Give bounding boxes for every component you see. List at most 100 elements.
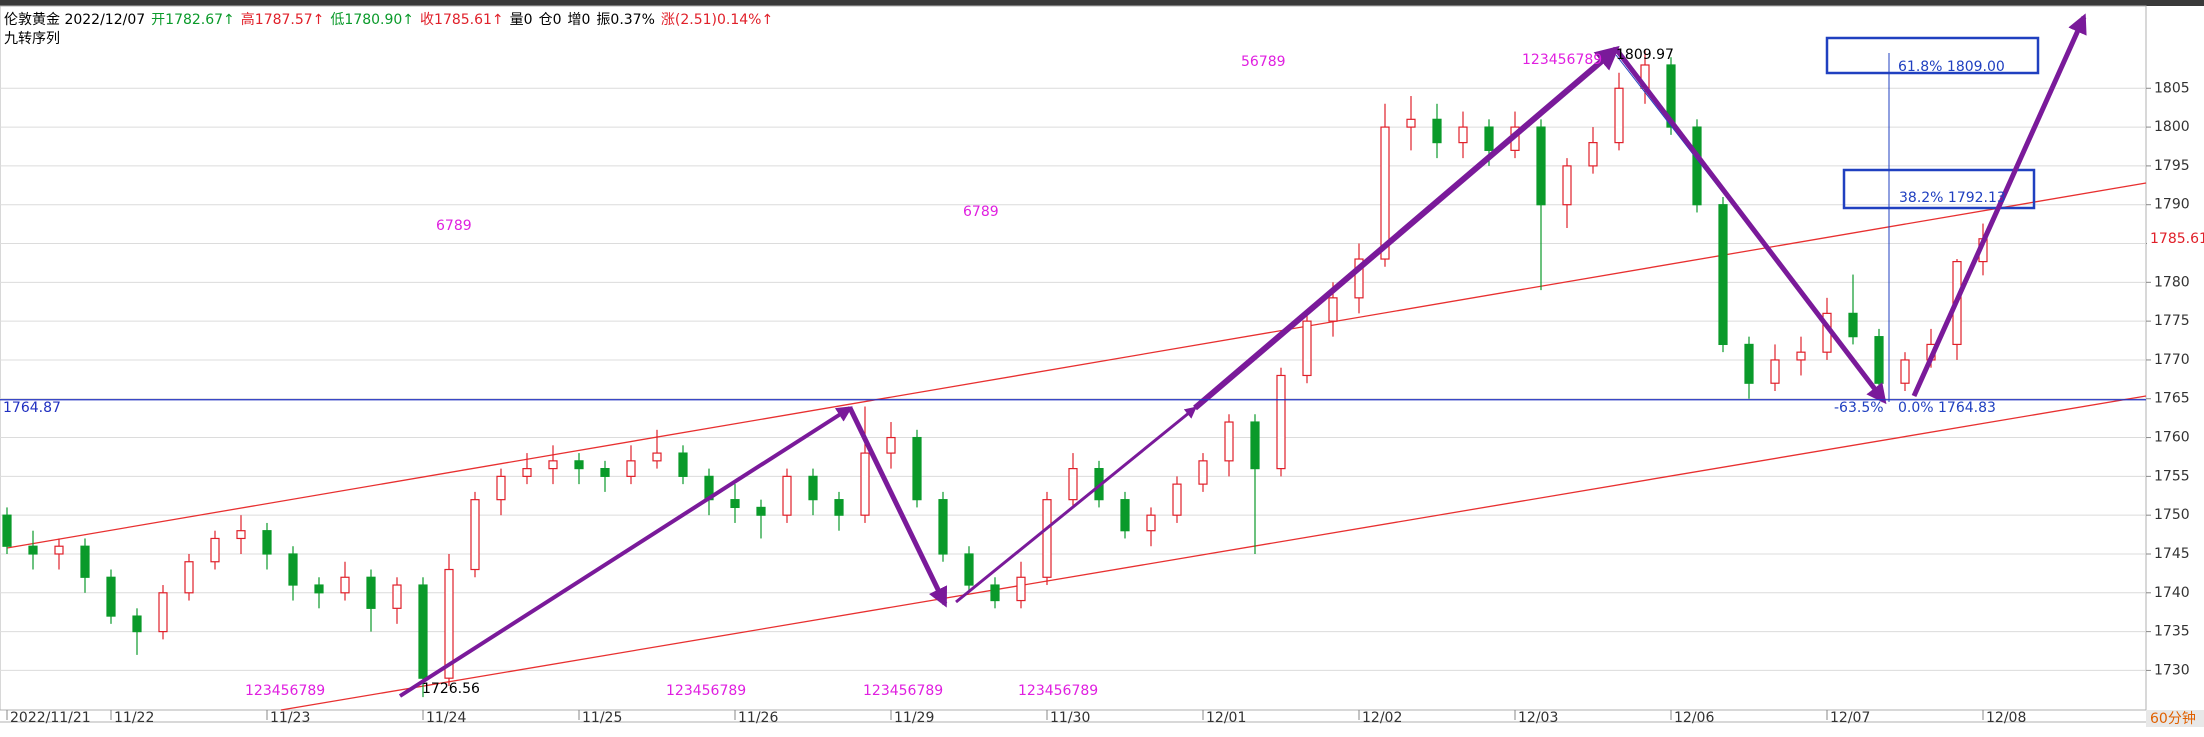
x-tick-label: 12/02 [1362, 710, 1402, 726]
candle-body [678, 452, 688, 477]
candle-body [522, 468, 532, 477]
candle-body [834, 499, 844, 516]
candle-body [184, 561, 194, 594]
x-tick-label: 11/30 [1050, 710, 1090, 726]
candle-body [1666, 64, 1676, 128]
title-segment: 高1787.57↑ [241, 11, 325, 28]
candle-body [1458, 126, 1468, 144]
annotation: 123456789 [1522, 52, 1602, 68]
y-tick-label: 1775 [2154, 313, 2190, 329]
x-tick-label: 12/07 [1830, 710, 1870, 726]
x-tick-label: 12/01 [1206, 710, 1246, 726]
candle-body [392, 584, 402, 609]
candle-body [1198, 460, 1208, 485]
x-tick-label: 12/06 [1674, 710, 1714, 726]
x-tick-label: 11/24 [426, 710, 466, 726]
x-tick-label: 11/22 [114, 710, 154, 726]
title-segment: 收1785.61↑ [420, 12, 504, 28]
candle-body [2, 514, 12, 547]
arrow [1911, 13, 2087, 398]
candle-body [1172, 483, 1182, 516]
candle-body [132, 615, 142, 633]
candle-body [1484, 126, 1494, 151]
candle-body [1042, 499, 1052, 578]
candle-body [730, 499, 740, 509]
candle-body [470, 499, 480, 571]
candle-body [158, 592, 168, 633]
title-segment: 开1782.67↑ [151, 12, 235, 28]
arrow [955, 406, 1197, 604]
title-segment: 仓0 [539, 12, 562, 28]
candle-body [938, 499, 948, 555]
x-tick-label: 11/26 [738, 710, 778, 726]
annotation: 1809.97 [1616, 47, 1674, 63]
level-label: 1764.87 [3, 400, 61, 416]
candle-body [496, 475, 506, 501]
annotation: 56789 [1241, 54, 1286, 70]
y-tick-label: 1790 [2154, 197, 2190, 213]
candle-body [1354, 258, 1364, 299]
channel-lower [280, 395, 2147, 711]
candle-body [1874, 336, 1884, 384]
candle-body [210, 537, 220, 563]
annotation: 123456789 [245, 683, 325, 699]
annotation: 123456789 [1018, 683, 1098, 699]
candle-body [262, 530, 272, 555]
x-tick-label: 11/23 [270, 710, 310, 726]
title-segment: 增0 [568, 12, 591, 28]
y-tick-label: 1765 [2154, 391, 2190, 407]
y-tick-label: 1780 [2154, 274, 2190, 290]
arrow [847, 406, 948, 608]
last-price-box [2147, 229, 2203, 248]
annotation: 6789 [436, 218, 472, 234]
candle-body [1120, 499, 1130, 532]
candle-body [964, 553, 974, 586]
title-segment: 低1780.90↑ [330, 12, 414, 28]
arrow [398, 406, 853, 698]
candle-body [54, 545, 64, 555]
y-tick-label: 1740 [2154, 585, 2190, 601]
annotation: 38.2% 1792.13 [1899, 190, 2006, 206]
candle-body [1900, 359, 1910, 384]
y-tick-label: 1800 [2154, 119, 2190, 135]
y-tick-label: 1770 [2154, 352, 2190, 368]
candle-body [1380, 126, 1390, 260]
candle-body [886, 436, 896, 454]
fib-box [1825, 36, 2040, 75]
candle-body [990, 584, 1000, 602]
title-segment: 涨(2.51)0.14%↑ [661, 12, 773, 28]
candle-body [808, 475, 818, 501]
candle-body [600, 468, 610, 477]
candle-body [1614, 87, 1624, 144]
annotation: 6789 [963, 204, 999, 220]
period-label: 60分钟 [2150, 710, 2196, 727]
candle-body [548, 460, 558, 470]
annotation: -63.5% [1834, 400, 1884, 416]
y-tick-label: 1745 [2154, 546, 2190, 562]
candle-body [340, 576, 350, 594]
candle-body [1848, 312, 1858, 338]
top-bar [0, 0, 2204, 6]
candle-body [80, 545, 90, 578]
candle-body [1796, 351, 1806, 361]
annotation: 0.0% 1764.83 [1898, 400, 1996, 416]
y-tick-label: 1795 [2154, 158, 2190, 174]
candle-body [1250, 421, 1260, 470]
annotation: 123456789 [666, 683, 746, 699]
candle-body [652, 452, 662, 462]
chart-title: 伦敦黄金 2022/12/07 开1782.67↑ 高1787.57↑ 低1780.9… [4, 11, 773, 28]
candle-body [860, 452, 870, 516]
title-segment: 量0 [510, 12, 533, 28]
candle-body [1432, 118, 1442, 144]
last-price-label: 1785.61 [2150, 231, 2204, 247]
title-segment: 振0.37% [596, 12, 654, 28]
y-tick-label: 1735 [2154, 624, 2190, 640]
title-segment: 伦敦黄金 2022/12/07 [4, 11, 145, 28]
fib-box [1842, 168, 2036, 210]
candle-body [1406, 118, 1416, 128]
candle-body [1146, 514, 1156, 532]
candle-body [106, 576, 116, 617]
candle-body [1562, 165, 1572, 206]
subtitle: 九转序列 [4, 31, 60, 47]
candle-body [1770, 359, 1780, 384]
